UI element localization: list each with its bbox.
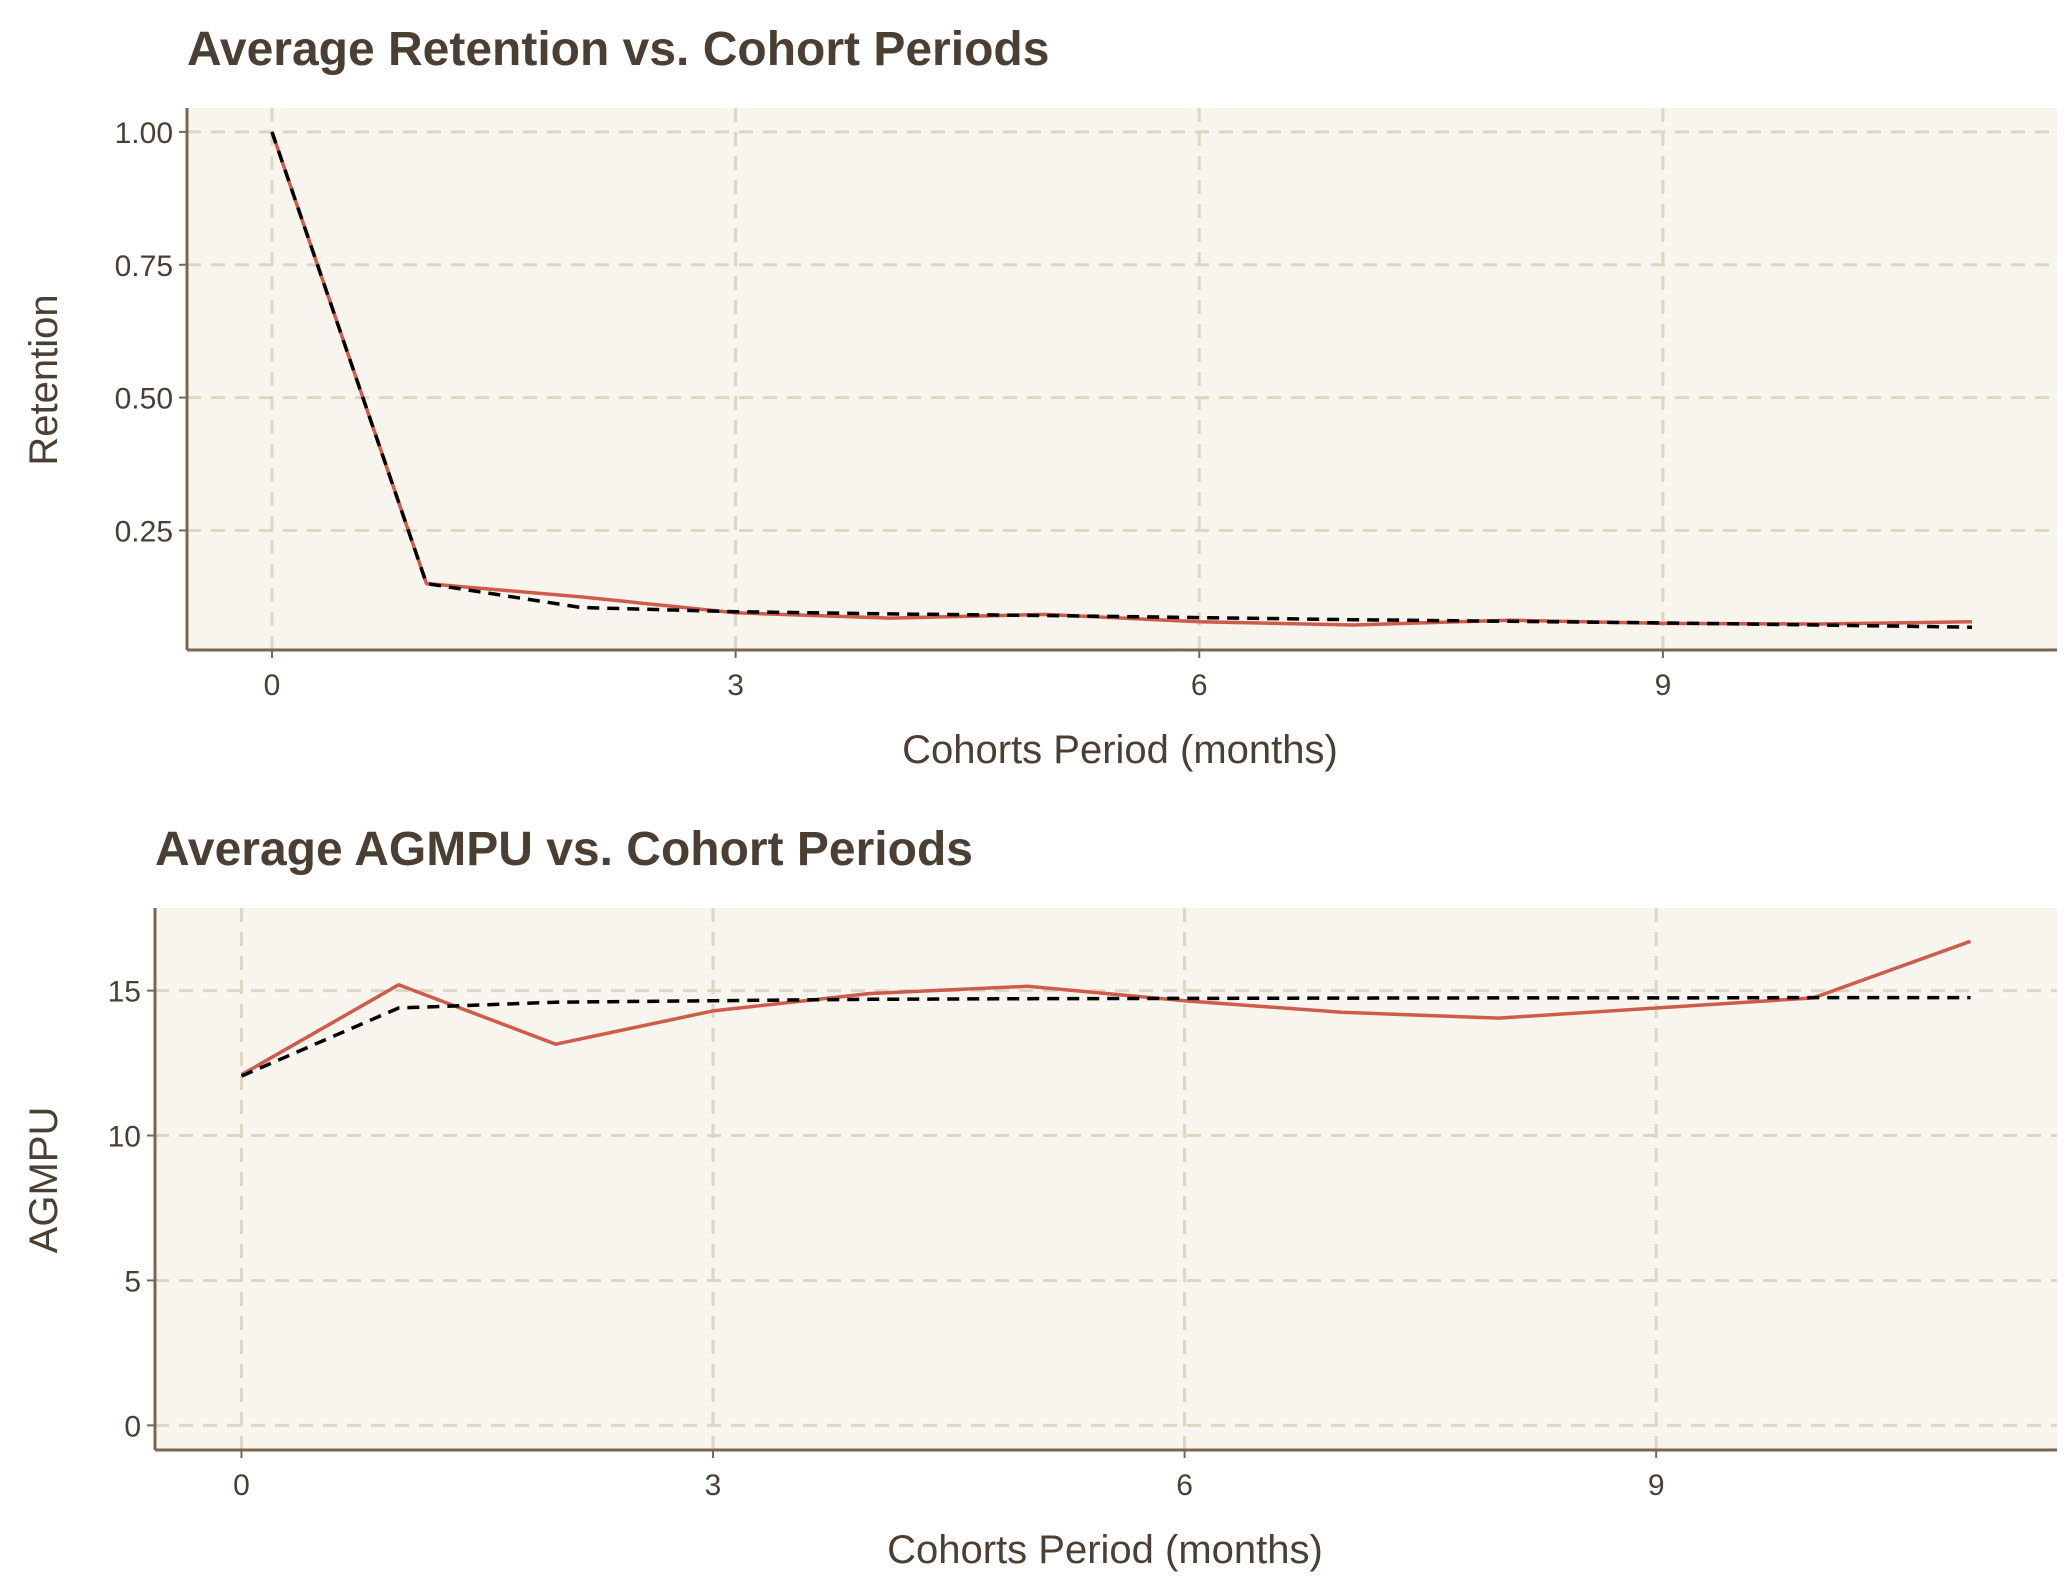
x-tick-label: 6 bbox=[1191, 669, 1208, 702]
chart-title: Average AGMPU vs. Cohort Periods bbox=[155, 823, 973, 876]
y-axis-title: Retention bbox=[22, 294, 66, 465]
x-tick-label: 9 bbox=[1648, 1469, 1665, 1502]
series-line-actual bbox=[240, 939, 1972, 1077]
series-line-fitted bbox=[240, 995, 1971, 1078]
y-tick-label: 15 bbox=[108, 976, 141, 1009]
plot-background bbox=[187, 108, 2057, 650]
y-tick-label: 5 bbox=[124, 1265, 141, 1298]
retention-chart: Average Retention vs. Cohort Periods Coh… bbox=[22, 23, 2057, 772]
y-tick-label: 10 bbox=[108, 1121, 141, 1154]
y-tick-label: 1.00 bbox=[115, 117, 173, 150]
x-axis-title: Cohorts Period (months) bbox=[887, 1528, 1323, 1572]
y-tick-label: 0 bbox=[124, 1410, 141, 1443]
x-axis-title: Cohorts Period (months) bbox=[902, 728, 1338, 772]
x-tick-label: 0 bbox=[233, 1469, 250, 1502]
y-axis-title: AGMPU bbox=[22, 1107, 66, 1254]
y-tick-label: 0.75 bbox=[115, 250, 173, 283]
y-tick-label: 0.50 bbox=[115, 383, 173, 416]
x-tick-label: 3 bbox=[705, 1469, 722, 1502]
x-tick-label: 3 bbox=[727, 669, 744, 702]
y-tick-label: 0.25 bbox=[115, 515, 173, 548]
plot-background bbox=[155, 908, 2057, 1450]
chart-title: Average Retention vs. Cohort Periods bbox=[187, 23, 1049, 76]
x-tick-label: 0 bbox=[264, 669, 281, 702]
x-tick-label: 9 bbox=[1655, 669, 1672, 702]
x-tick-label: 6 bbox=[1176, 1469, 1193, 1502]
series-line-fitted bbox=[270, 131, 1973, 629]
agmpu-chart: Average AGMPU vs. Cohort Periods Cohorts… bbox=[22, 823, 2057, 1572]
